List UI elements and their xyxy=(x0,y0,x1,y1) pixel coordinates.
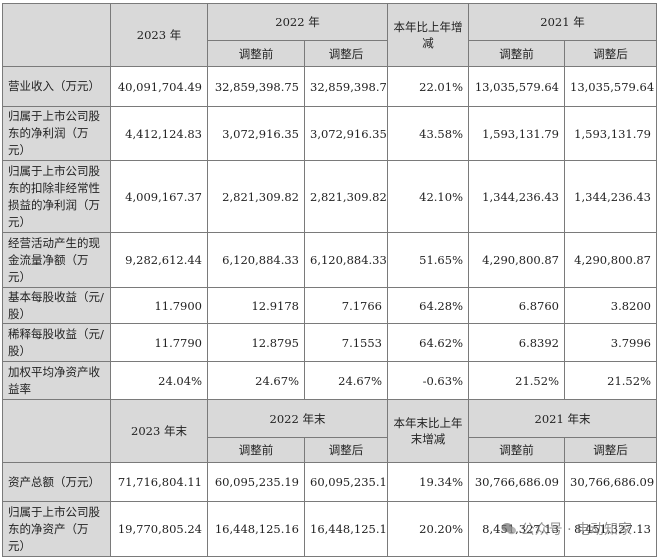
cell-change: 43.58% xyxy=(387,106,469,161)
cell-change: -0.63% xyxy=(387,361,469,400)
header-2021: 2021 年 xyxy=(468,3,657,41)
header-2021-before: 调整前 xyxy=(468,437,565,463)
cell-change: 42.10% xyxy=(387,160,469,233)
header-2021-end: 2021 年末 xyxy=(468,399,657,438)
table-row: 归属于上市公司股东的扣除非经常性损益的净利润（万元） 4,009,167.37 … xyxy=(2,160,657,233)
cell-2021-after: 21.52% xyxy=(564,361,657,400)
cell-2022-before: 32,859,398.75 xyxy=(207,66,305,107)
cell-2022-after: 7.1553 xyxy=(304,323,388,362)
cell-2023: 11.7900 xyxy=(110,287,208,324)
cell-2023: 11.7790 xyxy=(110,323,208,362)
row-label: 归属于上市公司股东的扣除非经常性损益的净利润（万元） xyxy=(2,160,111,233)
cell-2023: 4,009,167.37 xyxy=(110,160,208,233)
cell-2022-after: 2,821,309.82 xyxy=(304,160,388,233)
header-2022-before: 调整前 xyxy=(207,437,305,463)
header-2023-end: 2023 年末 xyxy=(110,399,208,463)
cell-change: 20.20% xyxy=(387,501,469,557)
header-change: 本年比上年增减 xyxy=(387,3,469,67)
table-row: 营业收入（万元） 40,091,704.49 32,859,398.75 32,… xyxy=(2,66,657,107)
cell-2021-after: 4,290,800.87 xyxy=(564,232,657,288)
cell-2021-after: 13,035,579.64 xyxy=(564,66,657,107)
cell-2021-before: 4,290,800.87 xyxy=(468,232,565,288)
cell-change: 64.28% xyxy=(387,287,469,324)
row-label: 归属于上市公司股东的净利润（万元） xyxy=(2,106,111,161)
header-2021-after: 调整后 xyxy=(564,437,657,463)
cell-2022-after: 60,095,235.19 xyxy=(304,462,388,502)
cell-2022-before: 6,120,884.33 xyxy=(207,232,305,288)
cell-2021-before: 6.8760 xyxy=(468,287,565,324)
table-row: 资产总额（万元） 71,716,804.11 60,095,235.19 60,… xyxy=(2,462,657,502)
table-row: 稀释每股收益（元/股） 11.7790 12.8795 7.1553 64.62… xyxy=(2,323,657,362)
cell-2022-before: 2,821,309.82 xyxy=(207,160,305,233)
cell-2022-after: 32,859,398.75 xyxy=(304,66,388,107)
cell-2022-before: 16,448,125.16 xyxy=(207,501,305,557)
header-label-cell xyxy=(2,399,111,463)
header-2021-before: 调整前 xyxy=(468,40,565,67)
header-2022-after: 调整后 xyxy=(304,437,388,463)
header-row-adjust: 调整前 调整后 调整前 调整后 xyxy=(3,437,657,463)
cell-2021-before: 30,766,686.09 xyxy=(468,462,565,502)
cell-2021-after: 1,344,236.43 xyxy=(564,160,657,233)
cell-2022-after: 16,448,125.16 xyxy=(304,501,388,557)
cell-change: 51.65% xyxy=(387,232,469,288)
header-label-cell xyxy=(2,3,111,67)
table-row: 归属于上市公司股东的净资产（万元） 19,770,805.24 16,448,1… xyxy=(2,501,657,557)
cell-2022-before: 3,072,916.35 xyxy=(207,106,305,161)
header-2022-end: 2022 年末 xyxy=(207,399,388,438)
cell-2022-before: 24.67% xyxy=(207,361,305,400)
cell-2022-after: 24.67% xyxy=(304,361,388,400)
cell-2021-after: 1,593,131.79 xyxy=(564,106,657,161)
header-2022-after: 调整后 xyxy=(304,40,388,67)
cell-2023: 24.04% xyxy=(110,361,208,400)
header-row-years: 2023 年 2022 年 本年比上年增减 2021 年 xyxy=(2,3,657,67)
row-label: 基本每股收益（元/股） xyxy=(2,287,111,324)
header-2022: 2022 年 xyxy=(207,3,388,41)
cell-2021-before: 8,451,327.13 xyxy=(468,501,565,557)
row-label: 经营活动产生的现金流量净额（万元） xyxy=(2,232,111,288)
wechat-icon xyxy=(501,523,516,535)
header-row-years-end: 2023 年末 2022 年末 本年末比上年末增减 2021 年末 xyxy=(2,399,657,463)
cell-2021-after: 3.8200 xyxy=(564,287,657,324)
cell-2023: 71,716,804.11 xyxy=(110,462,208,502)
cell-change: 22.01% xyxy=(387,66,469,107)
cell-2022-before: 12.9178 xyxy=(207,287,305,324)
cell-2021-before: 6.8392 xyxy=(468,323,565,362)
row-label: 加权平均净资产收益率 xyxy=(2,361,111,400)
table-row: 经营活动产生的现金流量净额（万元） 9,282,612.44 6,120,884… xyxy=(2,232,657,288)
financial-summary-table: 2023 年 2022 年 本年比上年增减 2021 年 调整前 调整后 调整前… xyxy=(2,3,657,557)
cell-2021-after: 3.7996 xyxy=(564,323,657,362)
header-row-adjust: 调整前 调整后 调整前 调整后 xyxy=(3,40,657,67)
row-label: 归属于上市公司股东的净资产（万元） xyxy=(2,501,111,557)
cell-2021-before: 1,344,236.43 xyxy=(468,160,565,233)
cell-2023: 40,091,704.49 xyxy=(110,66,208,107)
row-label: 资产总额（万元） xyxy=(2,462,111,502)
cell-2021-before: 1,593,131.79 xyxy=(468,106,565,161)
header-change-end: 本年末比上年末增减 xyxy=(387,399,469,463)
cell-2022-after: 7.1766 xyxy=(304,287,388,324)
watermark: 公众号 · 电动知家 xyxy=(501,519,632,539)
cell-change: 64.62% xyxy=(387,323,469,362)
row-label: 稀释每股收益（元/股） xyxy=(2,323,111,362)
header-2023: 2023 年 xyxy=(110,3,208,67)
header-2021-after: 调整后 xyxy=(564,40,657,67)
cell-change: 19.34% xyxy=(387,462,469,502)
table-row: 基本每股收益（元/股） 11.7900 12.9178 7.1766 64.28… xyxy=(2,287,657,324)
table-row: 加权平均净资产收益率 24.04% 24.67% 24.67% -0.63% 2… xyxy=(2,361,657,400)
cell-2022-after: 3,072,916.35 xyxy=(304,106,388,161)
watermark-text: 公众号 · 电动知家 xyxy=(520,522,632,538)
cell-2021-before: 21.52% xyxy=(468,361,565,400)
cell-2022-before: 60,095,235.19 xyxy=(207,462,305,502)
header-2022-before: 调整前 xyxy=(207,40,305,67)
row-label: 营业收入（万元） xyxy=(2,66,111,107)
cell-2021-before: 13,035,579.64 xyxy=(468,66,565,107)
cell-2023: 4,412,124.83 xyxy=(110,106,208,161)
cell-2022-after: 6,120,884.33 xyxy=(304,232,388,288)
cell-2022-before: 12.8795 xyxy=(207,323,305,362)
table-row: 归属于上市公司股东的净利润（万元） 4,412,124.83 3,072,916… xyxy=(2,106,657,161)
cell-2023: 19,770,805.24 xyxy=(110,501,208,557)
cell-2023: 9,282,612.44 xyxy=(110,232,208,288)
cell-2021-after: 8,451,327.13 xyxy=(564,501,657,557)
cell-2021-after: 30,766,686.09 xyxy=(564,462,657,502)
